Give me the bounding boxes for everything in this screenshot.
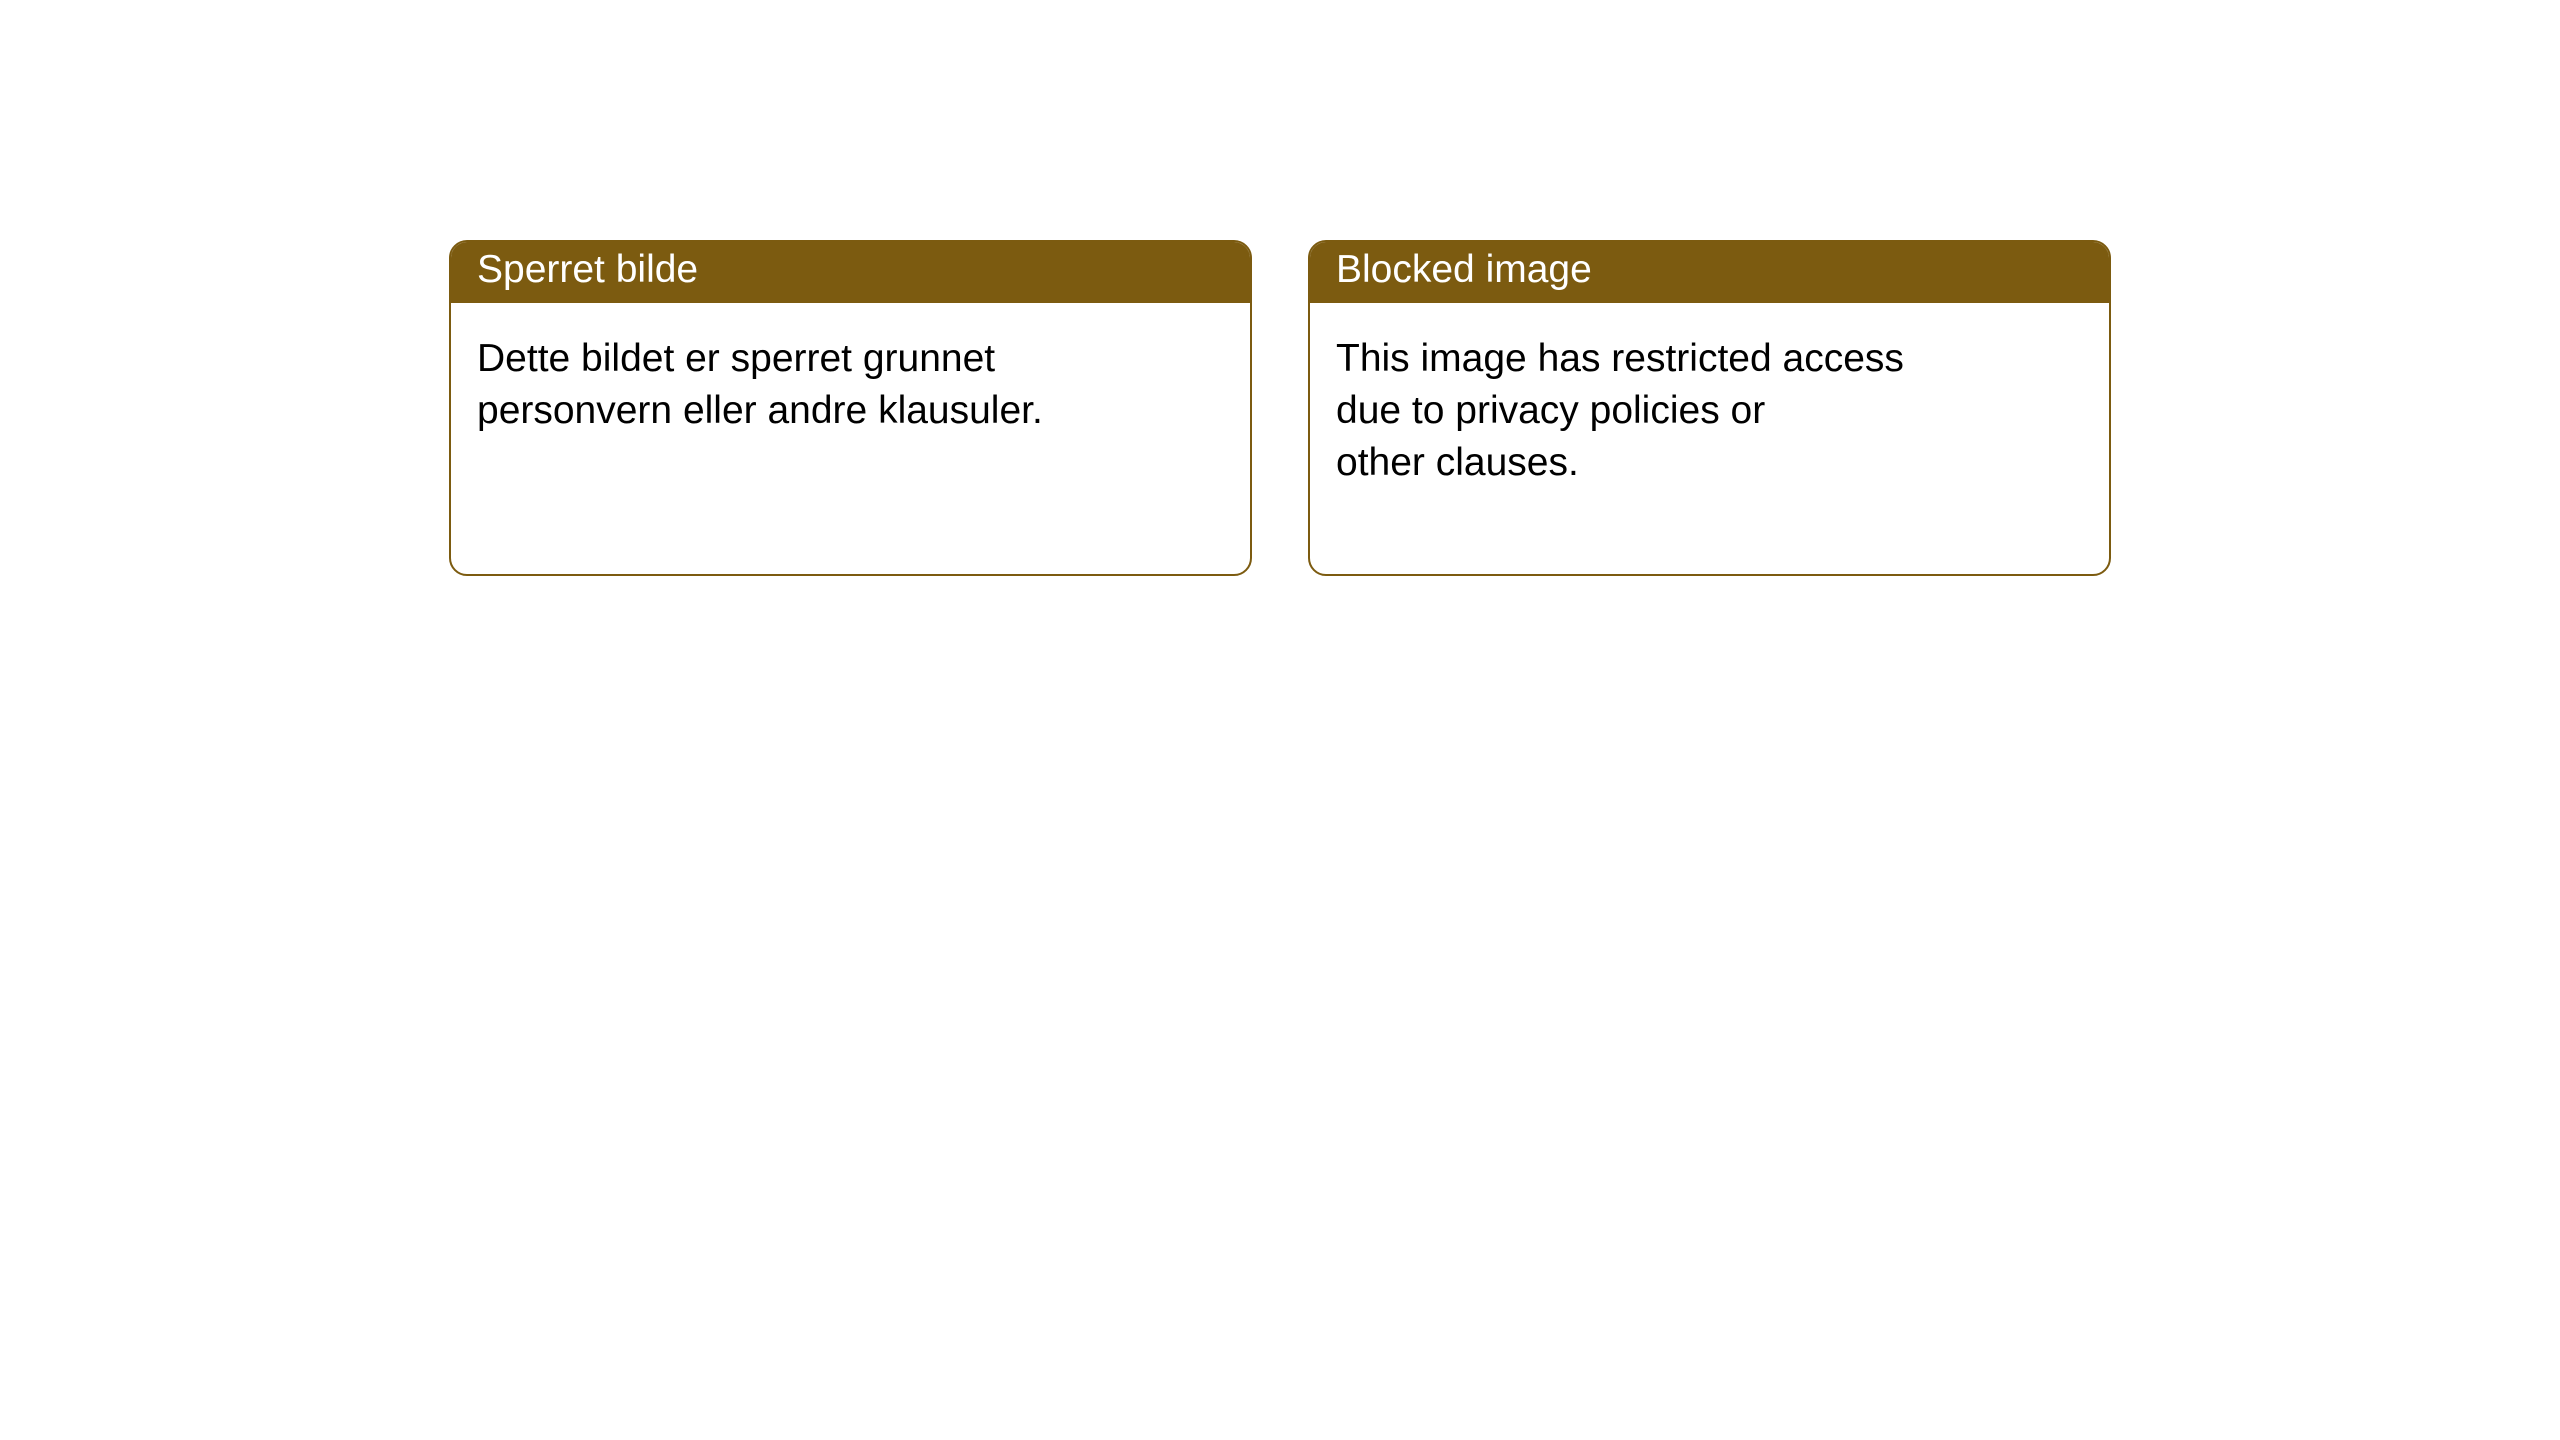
notice-panel-body-en: This image has restricted access due to … — [1310, 303, 2109, 515]
page-canvas: Sperret bilde Dette bildet er sperret gr… — [0, 0, 2560, 1440]
notice-panel-no: Sperret bilde Dette bildet er sperret gr… — [449, 240, 1252, 576]
notice-panels-row: Sperret bilde Dette bildet er sperret gr… — [449, 240, 2111, 576]
notice-panel-title-en: Blocked image — [1310, 242, 2109, 303]
notice-panel-body-no: Dette bildet er sperret grunnet personve… — [451, 303, 1250, 463]
notice-panel-title-no: Sperret bilde — [451, 242, 1250, 303]
notice-panel-en: Blocked image This image has restricted … — [1308, 240, 2111, 576]
